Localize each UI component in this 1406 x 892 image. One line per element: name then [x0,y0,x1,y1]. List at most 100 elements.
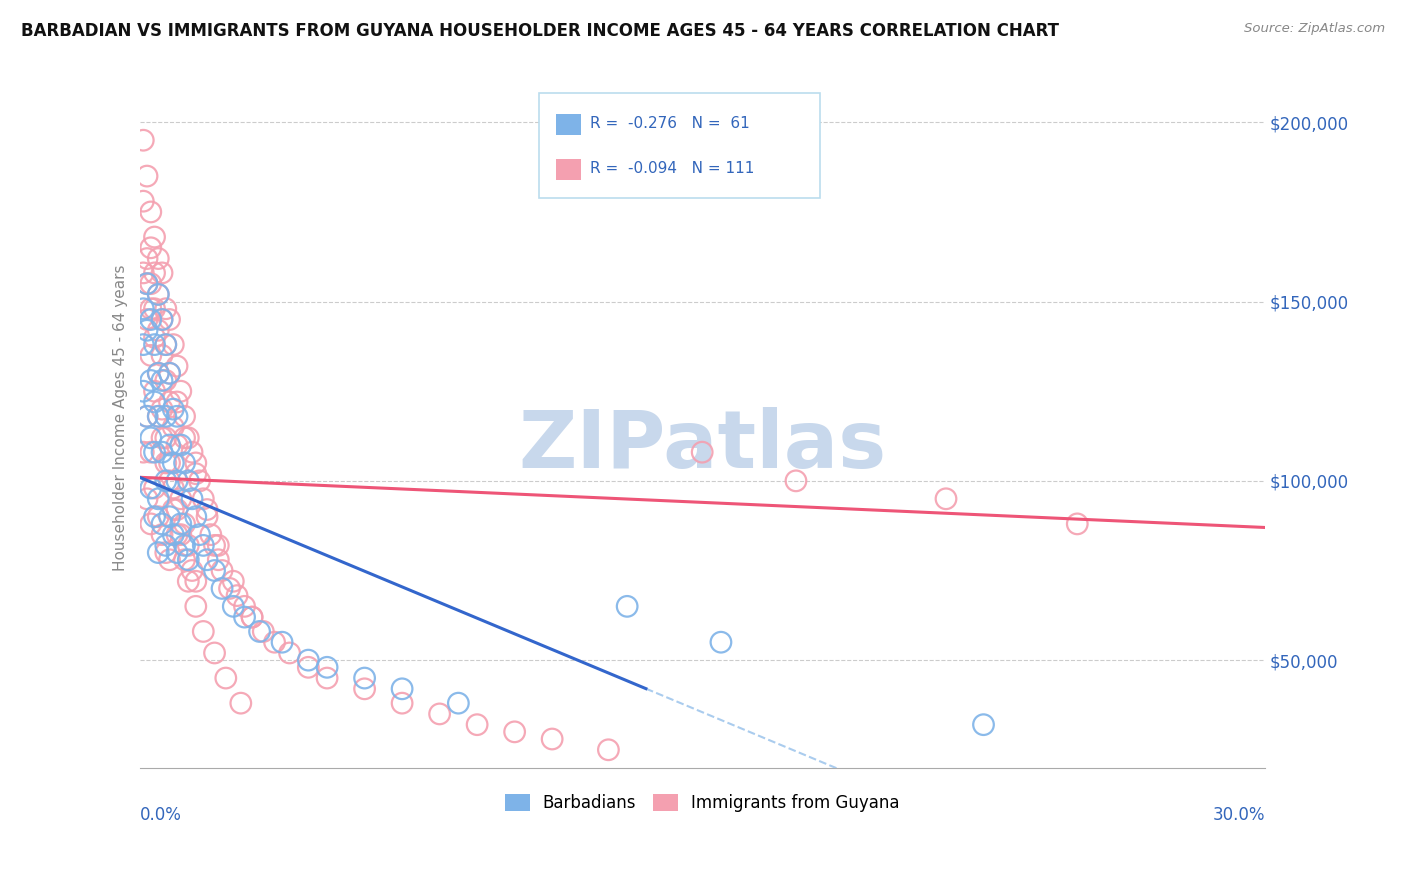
Point [181,564,204,578]
Point [139,481,162,495]
Point [252,624,274,639]
Point [173,456,195,470]
Point [132,337,155,351]
Point [132,266,155,280]
Point [143,509,166,524]
Point [166,409,188,424]
Point [598,743,620,757]
Point [150,266,173,280]
Point [173,553,195,567]
Point [1066,516,1088,531]
Point [143,301,166,316]
Point [159,438,181,452]
Point [184,467,207,481]
Point [263,635,285,649]
Point [166,359,188,373]
Point [143,230,166,244]
Point [136,409,159,424]
Text: R =  -0.094   N = 111: R = -0.094 N = 111 [589,161,754,176]
Point [155,456,177,470]
Point [447,696,470,710]
Point [159,312,181,326]
Point [690,445,713,459]
Point [184,456,207,470]
Point [240,610,263,624]
Point [200,527,222,541]
Point [159,553,181,567]
Point [132,384,155,399]
Point [195,553,218,567]
Point [155,474,177,488]
Point [150,431,173,445]
Point [170,384,193,399]
Point [353,681,375,696]
Point [170,516,193,531]
Point [143,445,166,459]
Point [148,545,170,559]
Point [204,538,226,552]
Point [150,445,173,459]
Point [249,624,271,639]
Text: Source: ZipAtlas.com: Source: ZipAtlas.com [1244,22,1385,36]
FancyBboxPatch shape [538,93,820,198]
Point [148,409,170,424]
Point [136,312,159,326]
Point [173,431,195,445]
Point [148,366,170,380]
Point [503,724,526,739]
Point [139,301,162,316]
Point [150,527,173,541]
Point [166,527,188,541]
Point [222,599,245,614]
Point [785,474,807,488]
Point [139,516,162,531]
Point [162,402,184,417]
Point [211,582,233,596]
Point [166,474,188,488]
Point [710,635,733,649]
Point [616,599,638,614]
Point [139,348,162,362]
Point [391,681,413,696]
Point [155,409,177,424]
Point [353,671,375,685]
Point [150,374,173,388]
Point [139,205,162,219]
Point [233,599,256,614]
Point [150,312,173,326]
Point [316,671,339,685]
Point [166,438,188,452]
Point [162,527,184,541]
Point [207,553,229,567]
Y-axis label: Householder Income Ages 45 - 64 years: Householder Income Ages 45 - 64 years [114,265,128,572]
Point [193,624,215,639]
Point [139,241,162,255]
Point [177,431,200,445]
Point [233,610,256,624]
Legend: Barbadians, Immigrants from Guyana: Barbadians, Immigrants from Guyana [498,788,907,819]
Point [193,491,215,506]
Point [139,312,162,326]
Point [155,374,177,388]
FancyBboxPatch shape [555,114,581,135]
Point [143,384,166,399]
Point [143,337,166,351]
Point [143,330,166,344]
Point [155,545,177,559]
Point [240,610,263,624]
Point [132,194,155,209]
Point [139,374,162,388]
Point [297,653,319,667]
Point [935,491,957,506]
Point [132,301,155,316]
Point [173,538,195,552]
Point [173,516,195,531]
Point [155,337,177,351]
Point [429,706,451,721]
Point [162,481,184,495]
Point [173,409,195,424]
FancyBboxPatch shape [555,160,581,180]
Point [170,491,193,506]
Point [159,366,181,380]
Point [159,395,181,409]
